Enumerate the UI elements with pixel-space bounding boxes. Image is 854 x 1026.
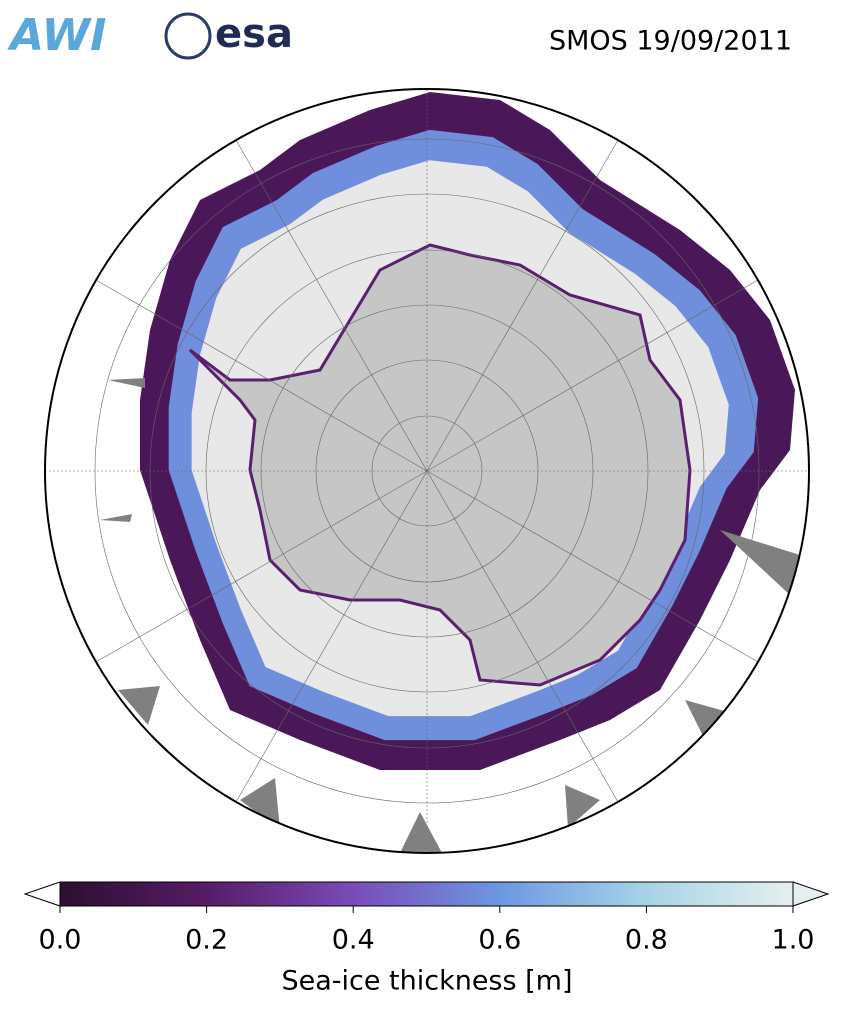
title: SMOS 19/09/2011 xyxy=(549,26,792,57)
map-frame xyxy=(44,88,810,854)
colorbar-tick-label: 1.0 xyxy=(772,925,815,956)
graticule xyxy=(45,89,809,853)
colorbar-tick-label: 0.6 xyxy=(478,925,521,956)
colorbar-tick-label: 0.4 xyxy=(332,925,375,956)
colorbar-extend-max xyxy=(792,881,830,907)
map xyxy=(45,89,809,853)
colorbar-tick-label: 0.0 xyxy=(39,925,82,956)
colorbar-label: Sea-ice thickness [m] xyxy=(281,966,572,997)
colorbar-tick-label: 0.2 xyxy=(185,925,228,956)
esa-logo: esa xyxy=(215,11,293,57)
colorbar: 0.0 0.2 0.4 0.6 0.8 1.0 xyxy=(23,881,830,956)
colorbar-tick-label: 0.8 xyxy=(625,925,668,956)
esa-emblem xyxy=(164,12,212,60)
masked-areas xyxy=(100,378,800,853)
antarctica xyxy=(188,243,692,687)
colorbar-extend-min xyxy=(23,881,61,907)
colorbar-scale xyxy=(59,881,794,907)
awi-logo: AWI xyxy=(7,10,107,61)
